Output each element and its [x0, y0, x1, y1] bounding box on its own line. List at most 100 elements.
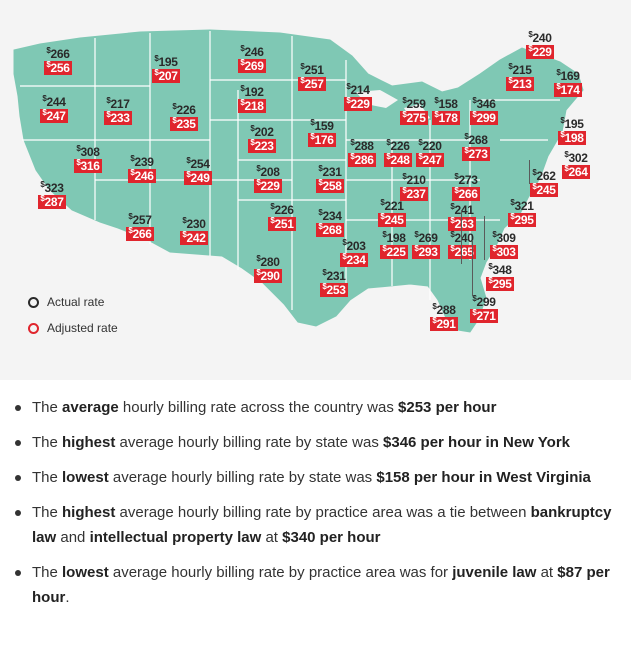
actual-rate: $288	[432, 302, 456, 317]
fact-text: average hourly billing rate by state was	[108, 469, 377, 486]
actual-rate-value: 346	[476, 97, 496, 111]
actual-rate: $214	[346, 83, 370, 97]
actual-rate: $259	[402, 97, 426, 111]
adjusted-rate-value: 225	[386, 245, 406, 259]
adjusted-rate-value: 229	[260, 179, 280, 193]
currency-symbol: $	[106, 110, 111, 119]
actual-rate-value: 246	[244, 45, 264, 59]
adjusted-rate-badge: $234	[340, 252, 368, 267]
fact-item: The highest average hourly billing rate …	[10, 500, 620, 550]
adjusted-rate-value: 233	[110, 111, 130, 125]
state-rate-label: $262 $245	[522, 169, 566, 197]
currency-symbol: $	[556, 82, 561, 91]
currency-symbol: $	[342, 252, 347, 261]
actual-rate: $266	[46, 47, 70, 61]
currency-symbol: $	[128, 212, 133, 221]
actual-rate-value: 299	[476, 295, 496, 309]
state-rate-label: $241 $263	[440, 203, 484, 231]
adjusted-rate-value: 253	[326, 283, 346, 297]
currency-symbol: $	[240, 44, 245, 53]
currency-symbol: $	[472, 294, 477, 303]
fact-text: at	[261, 529, 283, 546]
actual-rate: $323	[40, 181, 64, 195]
state-rate-label: $288 $291	[422, 302, 466, 331]
adjusted-rate-badge: $291	[430, 317, 458, 331]
state-rate-label: $230 $242	[172, 217, 216, 245]
actual-rate: $269	[414, 231, 438, 245]
currency-symbol: $	[414, 244, 419, 253]
actual-rate-value: 259	[406, 97, 426, 111]
currency-symbol: $	[386, 152, 391, 161]
currency-symbol: $	[318, 208, 323, 217]
currency-symbol: $	[510, 198, 515, 207]
currency-symbol: $	[450, 244, 455, 253]
actual-rate-value: 230	[186, 217, 206, 231]
currency-symbol: $	[450, 230, 455, 239]
actual-rate-value: 254	[190, 157, 210, 171]
state-rate-label: $302 $264	[554, 151, 598, 179]
currency-symbol: $	[46, 60, 51, 69]
adjusted-rate-badge: $229	[526, 44, 554, 59]
adjusted-rate-value: 303	[496, 245, 516, 259]
adjusted-rate-value: 242	[186, 231, 206, 245]
adjusted-rate-badge: $268	[316, 223, 344, 237]
currency-symbol: $	[434, 110, 439, 119]
adjusted-rate-value: 287	[44, 195, 64, 209]
actual-rate-value: 158	[438, 97, 458, 111]
fact-highlight: intellectual property law	[89, 529, 262, 546]
adjusted-rate-badge: $174	[554, 82, 582, 97]
currency-symbol: $	[350, 152, 355, 161]
currency-symbol: $	[250, 138, 255, 147]
facts-list: The average hourly billing rate across t…	[10, 395, 620, 620]
currency-symbol: $	[528, 44, 533, 53]
adjusted-rate-badge: $299	[470, 111, 498, 125]
currency-symbol: $	[432, 302, 437, 311]
actual-rate: $309	[492, 231, 516, 245]
currency-symbol: $	[42, 108, 47, 117]
currency-symbol: $	[472, 308, 477, 317]
currency-symbol: $	[256, 254, 261, 263]
fact-text: average hourly billing rate by practice …	[108, 564, 453, 581]
adjusted-rate-badge: $245	[378, 213, 406, 227]
state-rate-label: $192 $218	[230, 84, 274, 113]
actual-rate: $195	[560, 117, 584, 131]
actual-rate: $346	[472, 97, 496, 111]
currency-symbol: $	[40, 194, 45, 203]
legend-adjusted: Adjusted rate	[28, 315, 118, 341]
state-rate-label: $231 $258	[308, 165, 352, 193]
adjusted-rate-value: 295	[514, 213, 534, 227]
state-rate-label: $208 $229	[246, 165, 290, 193]
currency-symbol: $	[402, 172, 407, 181]
actual-rate-value: 321	[514, 199, 534, 213]
adjusted-rate-badge: $293	[412, 244, 440, 259]
currency-symbol: $	[318, 178, 323, 187]
legend-actual-label: Actual rate	[47, 295, 105, 309]
currency-symbol: $	[240, 84, 245, 93]
state-rate-label: $299 $271	[462, 294, 506, 323]
adjusted-rate-badge: $213	[506, 77, 534, 91]
state-rate-label: $221 $245	[370, 199, 414, 227]
adjusted-rate-value: 256	[50, 61, 70, 75]
adjusted-rate-badge: $246	[128, 169, 156, 183]
state-rate-label: $240 $229	[518, 31, 562, 59]
fact-highlight: highest	[62, 504, 116, 521]
currency-symbol: $	[386, 138, 391, 147]
fact-text: average hourly billing rate by practice …	[115, 504, 531, 521]
fact-highlight: $346 per hour in New York	[383, 434, 571, 451]
currency-symbol: $	[556, 68, 561, 77]
actual-rate: $254	[186, 157, 210, 171]
actual-rate-value: 226	[176, 103, 196, 117]
currency-symbol: $	[492, 244, 497, 253]
adjusted-rate-value: 263	[454, 217, 474, 231]
currency-symbol: $	[76, 144, 81, 153]
us-rate-map: $266 $256 $195 $207 $246 $269 $251 $257 $240 $229…	[0, 0, 631, 380]
adjusted-rate-badge: $229	[344, 97, 372, 111]
actual-rate: $302	[564, 151, 588, 165]
actual-rate: $273	[454, 173, 478, 187]
actual-rate-value: 231	[322, 165, 342, 179]
adjusted-rate-badge: $245	[530, 183, 558, 197]
adjusted-rate-badge: $271	[470, 308, 498, 323]
adjusted-rate-value: 247	[46, 109, 66, 123]
actual-rate: $240	[450, 230, 474, 245]
actual-rate: $251	[300, 63, 324, 77]
